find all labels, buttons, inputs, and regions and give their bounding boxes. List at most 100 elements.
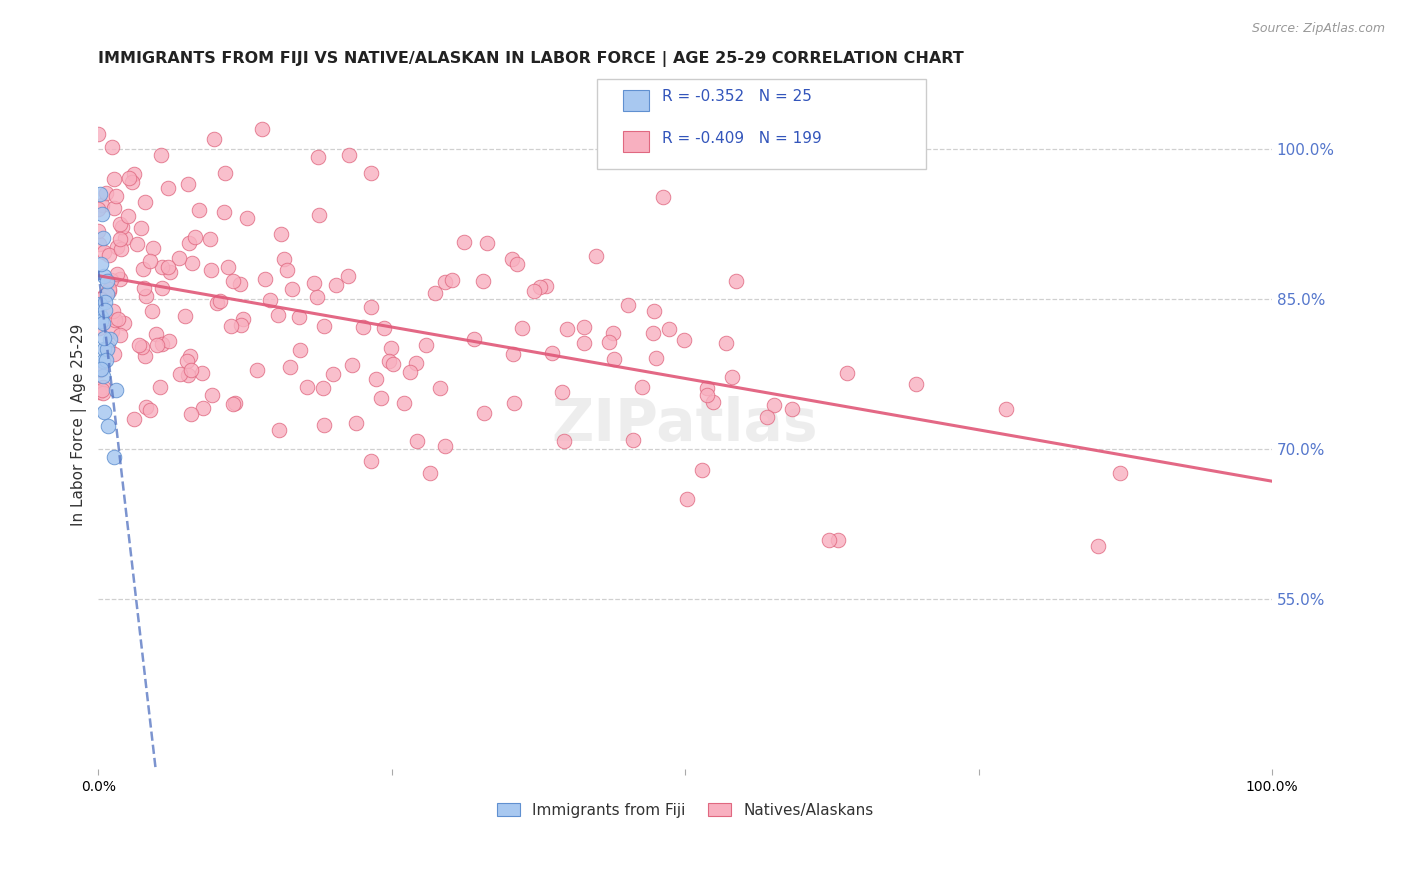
- Point: [121, 175, 143, 189]
- Point: [643, 326, 665, 340]
- Point: [118, 171, 141, 186]
- Point: [190, 367, 212, 381]
- Point: [129, 221, 152, 235]
- Point: [90, 314, 112, 328]
- Point: [104, 313, 127, 327]
- Point: [405, 434, 427, 449]
- Point: [103, 201, 125, 215]
- Point: [173, 309, 195, 323]
- Point: [89, 363, 111, 377]
- Point: [344, 417, 367, 431]
- Y-axis label: In Labor Force | Age 25-29: In Labor Force | Age 25-29: [72, 323, 87, 525]
- Point: [603, 352, 626, 367]
- Point: [157, 334, 180, 348]
- Point: [342, 358, 364, 372]
- Text: IMMIGRANTS FROM FIJI VS NATIVE/ALASKAN IN LABOR FORCE | AGE 25-29 CORRELATION CH: IMMIGRANTS FROM FIJI VS NATIVE/ALASKAN I…: [98, 51, 965, 67]
- Point: [132, 281, 155, 295]
- Point: [87, 127, 110, 141]
- Point: [89, 297, 111, 311]
- Point: [91, 379, 114, 393]
- Point: [91, 386, 114, 401]
- Point: [98, 332, 121, 346]
- Point: [100, 273, 122, 287]
- Point: [523, 284, 546, 298]
- Point: [419, 466, 441, 480]
- Point: [572, 320, 595, 334]
- Point: [87, 202, 110, 216]
- Point: [90, 257, 112, 271]
- Point: [101, 140, 124, 154]
- Point: [97, 418, 120, 433]
- Point: [510, 321, 533, 335]
- Point: [105, 240, 128, 254]
- Point: [724, 274, 747, 288]
- Point: [98, 282, 121, 296]
- Point: [288, 310, 311, 325]
- Point: [692, 463, 714, 477]
- Point: [103, 172, 125, 186]
- Point: [434, 439, 457, 453]
- Point: [818, 533, 841, 547]
- Point: [429, 380, 451, 394]
- Point: [463, 332, 485, 346]
- Point: [453, 235, 475, 249]
- Point: [276, 263, 298, 277]
- Point: [214, 166, 236, 180]
- Point: [93, 244, 115, 259]
- Point: [696, 381, 718, 395]
- Point: [905, 377, 928, 392]
- Point: [94, 353, 117, 368]
- Point: [534, 279, 557, 293]
- Point: [183, 229, 205, 244]
- Point: [392, 396, 415, 410]
- Point: [278, 360, 301, 375]
- Point: [108, 232, 131, 246]
- Point: [364, 372, 387, 386]
- Point: [360, 300, 382, 314]
- Point: [502, 347, 524, 361]
- Point: [90, 383, 112, 397]
- Point: [94, 303, 117, 318]
- Point: [780, 401, 803, 416]
- Point: [501, 252, 523, 266]
- Point: [149, 148, 172, 162]
- Point: [506, 257, 529, 271]
- Point: [696, 388, 718, 402]
- Point: [176, 354, 198, 368]
- Point: [139, 254, 162, 268]
- Point: [90, 310, 112, 324]
- Point: [93, 405, 115, 419]
- Point: [229, 318, 252, 332]
- Point: [314, 417, 336, 432]
- Point: [250, 122, 273, 136]
- Point: [122, 167, 145, 181]
- Point: [645, 351, 668, 366]
- Point: [541, 346, 564, 360]
- Point: [246, 362, 269, 376]
- Point: [117, 209, 139, 223]
- Point: [93, 289, 115, 303]
- Point: [307, 290, 329, 304]
- Point: [89, 187, 111, 202]
- Point: [503, 395, 526, 409]
- Point: [145, 326, 167, 341]
- Point: [415, 338, 437, 352]
- Point: [156, 181, 179, 195]
- Point: [152, 337, 174, 351]
- Point: [94, 294, 117, 309]
- Point: [399, 365, 422, 379]
- Point: [101, 324, 124, 338]
- Point: [149, 380, 172, 394]
- Point: [314, 319, 336, 334]
- Point: [281, 282, 304, 296]
- Point: [96, 286, 118, 301]
- Point: [212, 205, 235, 219]
- Point: [142, 241, 165, 255]
- Point: [108, 217, 131, 231]
- Point: [103, 450, 125, 465]
- Point: [337, 268, 360, 283]
- Point: [714, 336, 737, 351]
- Point: [111, 220, 134, 235]
- Point: [91, 231, 114, 245]
- Text: R = -0.409   N = 199: R = -0.409 N = 199: [662, 130, 821, 145]
